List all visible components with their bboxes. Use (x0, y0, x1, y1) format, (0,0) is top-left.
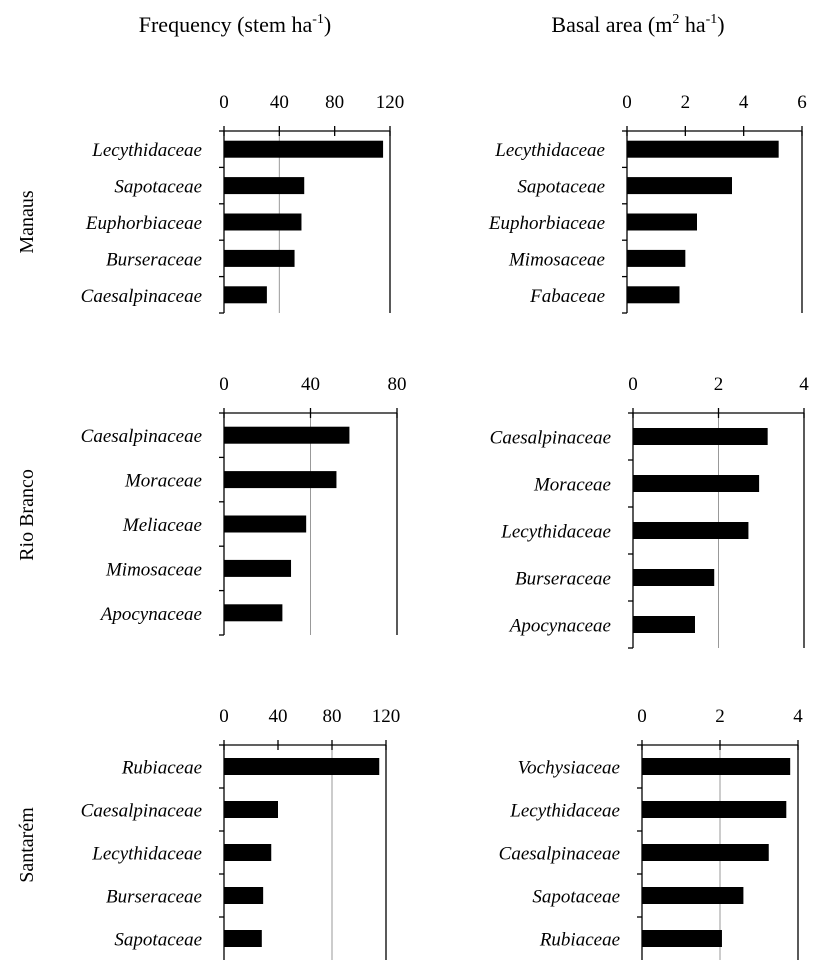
bar-burseraceae (224, 249, 295, 267)
bar-sapotaceae (224, 930, 262, 947)
x-tick-label: 0 (628, 374, 638, 395)
site-label-santarem: Santarém (16, 807, 38, 883)
bar-lecythidaceae (224, 844, 272, 861)
bar-lecythidaceae (633, 522, 749, 539)
bar-mimosaceae (627, 249, 686, 267)
x-tick-label: 4 (793, 706, 803, 727)
category-label: Burseraceae (106, 887, 202, 908)
category-label: Meliaceae (122, 515, 202, 536)
bar-sapotaceae (642, 887, 744, 904)
category-label: Moraceae (124, 471, 202, 492)
bar-rubiaceae (224, 758, 380, 775)
x-tick-label: 2 (714, 374, 724, 395)
site-label-rio-branco: Rio Branco (16, 469, 38, 561)
x-tick-label: 40 (301, 374, 320, 395)
manaus-basal-area-panel: 0 2 4 6 Lecythidaceae Sapotaceae Euphorbiaceae… (488, 92, 807, 314)
x-tick-label: 0 (219, 92, 229, 113)
santarem-frequency-panel: 0 40 80 120 Rubiaceae Caesalpinaceae Lecythida… (81, 706, 401, 960)
bar-burseraceae (633, 569, 715, 586)
basal-area-column-title: Basal area (m2 ha-1) (551, 12, 724, 37)
manaus-frequency-panel: 0 40 80 120 Lecythidaceae Sapotaceae Euphorbia… (81, 92, 405, 314)
x-tick-label: 80 (388, 374, 407, 395)
category-label: Caesalpinaceae (490, 428, 611, 449)
x-tick-label: 6 (797, 92, 807, 113)
category-label: Euphorbiaceae (488, 213, 605, 234)
bar-sapotaceae (224, 177, 305, 195)
category-label: Caesalpinaceae (81, 426, 202, 447)
x-tick-label: 40 (270, 92, 289, 113)
category-label: Mimosaceae (105, 559, 202, 580)
category-label: Lecythidaceae (500, 522, 611, 543)
bar-mimosaceae (224, 559, 292, 577)
bar-vochysiaceae (642, 758, 791, 775)
category-label: Rubiaceae (121, 758, 202, 779)
santarem-basal-area-panel: 0 2 4 Vochysiaceae Lecythidaceae Caesalpinace… (499, 706, 803, 960)
category-label: Caesalpinaceae (499, 844, 620, 865)
x-tick-label: 0 (637, 706, 647, 727)
x-tick-label: 120 (376, 92, 405, 113)
panels: 0 40 80 120LecythidaceaeSapotaceaeEuphorbia… (16, 92, 809, 960)
bar-lecythidaceae (224, 140, 384, 158)
frequency-column-title: Frequency (stem ha-1) (139, 12, 332, 37)
category-label: Apocynaceae (508, 616, 611, 637)
x-tick-label: 80 (323, 706, 342, 727)
category-label: Euphorbiaceae (85, 213, 202, 234)
bar-lecythidaceae (642, 801, 787, 818)
bar-moraceae (224, 471, 337, 489)
category-label: Caesalpinaceae (81, 286, 202, 307)
rio-branco-basal-area-panel: 0 2 4 Caesalpinaceae Moraceae Lecythidaceae Bu… (490, 374, 809, 649)
bar-rubiaceae (642, 930, 722, 947)
bar-apocynaceae (224, 604, 283, 622)
bar-caesalpinaceae (224, 426, 350, 444)
category-label: Sapotaceae (114, 930, 202, 951)
x-tick-label: 80 (325, 92, 344, 113)
x-tick-label: 0 (219, 706, 229, 727)
category-label: Sapotaceae (532, 887, 620, 908)
category-label: Lecythidaceae (91, 140, 202, 161)
bar-euphorbiaceae (224, 213, 302, 231)
bar-caesalpinaceae (224, 286, 267, 304)
x-tick-label: 120 (372, 706, 401, 727)
x-tick-label: 2 (715, 706, 725, 727)
category-label: Apocynaceae (99, 604, 202, 625)
category-label: Burseraceae (106, 249, 202, 270)
bar-caesalpinaceae (642, 844, 769, 861)
x-tick-label: 2 (681, 92, 691, 113)
bar-caesalpinaceae (633, 428, 768, 445)
site-label-manaus: Manaus (16, 190, 38, 254)
rio-branco-frequency-panel: 0 40 80 Caesalpinaceae Moraceae Meliaceae Mimo… (81, 374, 407, 636)
category-label: Sapotaceae (114, 177, 202, 198)
bar-lecythidaceae (627, 140, 779, 158)
x-tick-label: 0 (622, 92, 632, 113)
bar-meliaceae (224, 515, 307, 533)
x-tick-label: 0 (219, 374, 229, 395)
category-label: Lecythidaceae (494, 140, 605, 161)
x-tick-label: 4 (799, 374, 809, 395)
category-label: Lecythidaceae (91, 844, 202, 865)
bar-sapotaceae (627, 177, 732, 195)
category-label: Rubiaceae (539, 930, 620, 951)
bar-moraceae (633, 475, 760, 492)
bar-euphorbiaceae (627, 213, 697, 231)
category-label: Lecythidaceae (509, 801, 620, 822)
x-tick-label: 40 (269, 706, 288, 727)
category-label: Moraceae (533, 475, 611, 496)
x-tick-label: 4 (739, 92, 749, 113)
category-label: Caesalpinaceae (81, 801, 202, 822)
category-label: Vochysiaceae (518, 758, 620, 779)
bar-burseraceae (224, 887, 264, 904)
category-label: Fabaceae (529, 286, 605, 307)
category-label: Mimosaceae (508, 249, 605, 270)
bar-caesalpinaceae (224, 801, 278, 818)
category-label: Sapotaceae (517, 177, 605, 198)
category-label: Burseraceae (515, 569, 611, 590)
bar-fabaceae (627, 286, 680, 304)
bar-apocynaceae (633, 616, 695, 633)
